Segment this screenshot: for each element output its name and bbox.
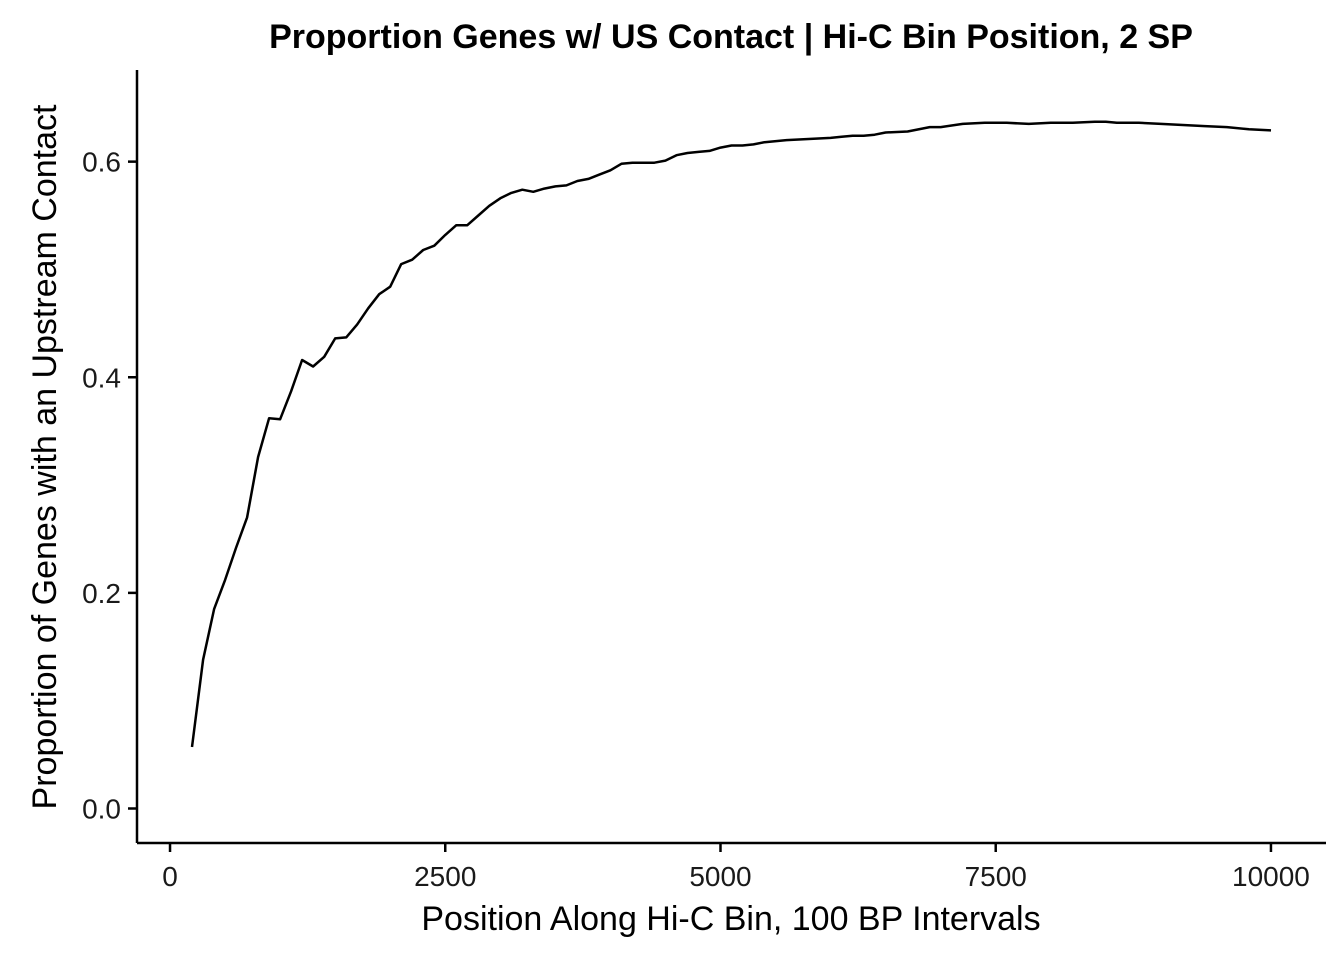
- plot-area: 0 2500 5000 7500 10000 0.0 0.2 0.4 0.6: [82, 70, 1326, 892]
- x-axis-label: Position Along Hi-C Bin, 100 BP Interval…: [421, 900, 1040, 938]
- y-axis-ticks: 0.0 0.2 0.4 0.6: [82, 147, 137, 825]
- y-tick-label: 0.4: [82, 362, 121, 393]
- x-tick-label: 7500: [965, 861, 1027, 892]
- x-tick-label: 2500: [414, 861, 476, 892]
- series-line: [190, 120, 1272, 748]
- series-group: [190, 120, 1272, 748]
- x-tick-label: 5000: [689, 861, 751, 892]
- x-axis-ticks: 0 2500 5000 7500 10000: [162, 843, 1310, 892]
- y-tick-label: 0.2: [82, 578, 121, 609]
- x-tick-label: 10000: [1232, 861, 1310, 892]
- chart-title: Proportion Genes w/ US Contact | Hi-C Bi…: [269, 18, 1193, 56]
- y-tick-label: 0.0: [82, 794, 121, 825]
- x-tick-label: 0: [162, 861, 178, 892]
- y-tick-label: 0.6: [82, 147, 121, 178]
- y-axis-label: Proportion of Genes with an Upstream Con…: [26, 104, 64, 809]
